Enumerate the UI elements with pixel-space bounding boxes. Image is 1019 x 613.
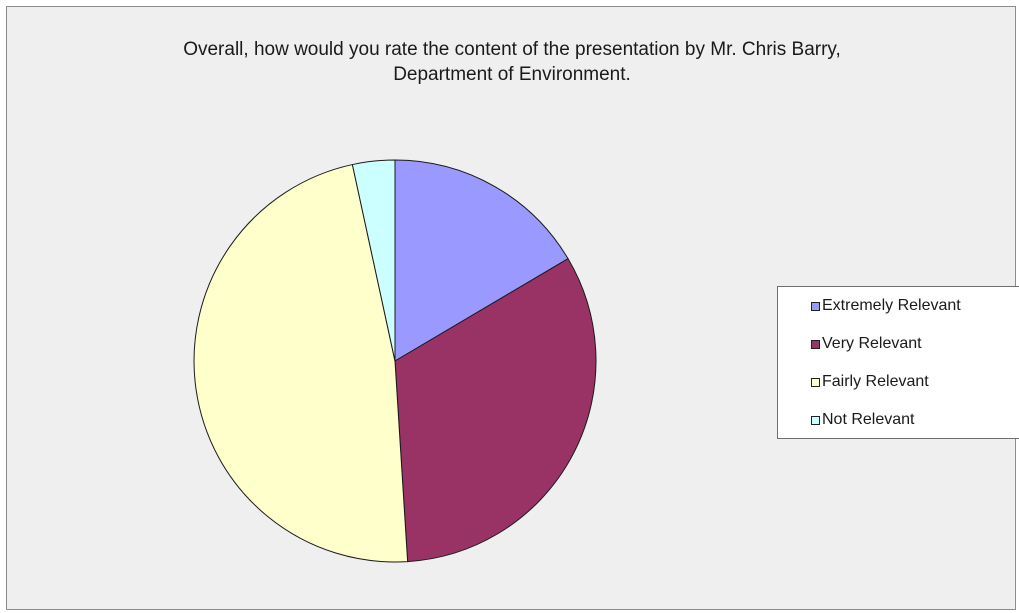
pie-slice-extremely-relevant [394,159,569,362]
legend-label-extremely-relevant: Extremely Relevant [822,297,961,314]
legend-item-not-relevant: Not Relevant [778,411,1019,449]
chart-title: Overall, how would you rate the content … [7,37,1017,87]
legend-swatch-very-relevant [811,340,820,349]
pie-slice-fairly-relevant [193,163,409,563]
legend-label-very-relevant: Very Relevant [822,335,922,352]
chart-area: Overall, how would you rate the content … [6,6,1019,610]
chart-legend: Extremely Relevant Very Relevant Fairly … [777,286,1019,439]
legend-swatch-not-relevant [811,416,820,425]
legend-item-very-relevant: Very Relevant [778,335,1019,373]
legend-swatch-extremely-relevant [811,302,820,311]
pie-chart [193,159,597,563]
pie-slice-very-relevant [394,257,597,563]
legend-label-fairly-relevant: Fairly Relevant [822,373,929,390]
pie-slice-not-relevant [351,159,396,362]
legend-label-not-relevant: Not Relevant [822,411,915,428]
legend-item-fairly-relevant: Fairly Relevant [778,373,1019,411]
chart-title-line-2: Department of Environment. [393,64,631,85]
legend-item-extremely-relevant: Extremely Relevant [778,297,1019,335]
legend-swatch-fairly-relevant [811,378,820,387]
chart-title-line-1: Overall, how would you rate the content … [183,39,841,60]
